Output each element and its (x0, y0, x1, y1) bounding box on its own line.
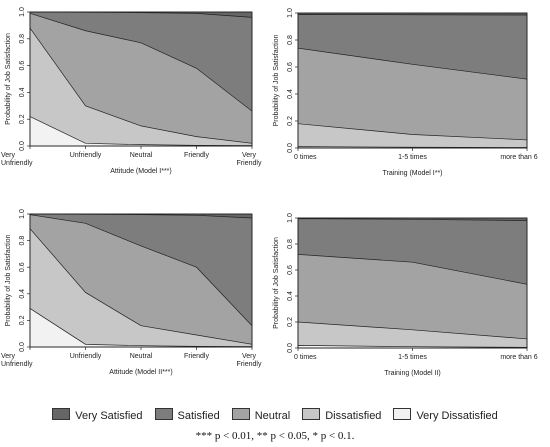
x-tick-label: Neutral (130, 353, 153, 360)
x-axis-label: Attitude (Model II***) (109, 369, 172, 376)
chart-panel-2: 0.0 0.2 0.4 0.6 0.8 1.0 0 times 1-5 times more t… (273, 8, 538, 177)
significance-footnote: *** p < 0.01, ** p < 0.05, * p < 0.1. (195, 430, 355, 442)
chart-panel-1: 0.0 0.2 0.4 0.6 0.8 1.0 Very Unfriendly Unfriend… (1, 7, 262, 175)
y-tick-label: 0.0 (287, 143, 294, 153)
legend-item-satisfied: Satisfied (154, 408, 220, 422)
y-tick-label: 0.4 (287, 89, 294, 99)
y-tick-label: 0.2 (19, 114, 26, 124)
x-tick-label: 1-5 times (398, 354, 427, 361)
y-axis-label: Probability of Job Satisfaction (273, 34, 280, 126)
legend-swatch (393, 408, 412, 420)
y-tick-label: 0.4 (19, 87, 26, 97)
x-tick-label: Unfriendly (70, 353, 102, 360)
legend-label: Very Dissatisfied (416, 410, 498, 422)
y-tick-label: 0.6 (19, 262, 26, 272)
y-tick-label: 0.8 (19, 236, 26, 246)
x-tick-label: Very Unfriendly (1, 353, 33, 368)
y-tick-label: 0.0 (19, 141, 26, 151)
x-tick-label: 0 times (294, 154, 317, 161)
y-tick-label: 0.0 (287, 343, 294, 353)
x-axis-label: Attitude (Model I***) (110, 168, 171, 175)
legend-swatch (154, 408, 173, 420)
x-tick-label: more than 6 (500, 154, 537, 161)
y-tick-label: 0.2 (287, 317, 294, 327)
x-tick-label: Friendly (184, 152, 209, 159)
x-axis-label: Training (Model II) (384, 370, 441, 377)
y-tick-label: 0.6 (287, 265, 294, 275)
legend-item-very-dissatisfied: Very Dissatisfied (393, 408, 498, 422)
legend-item-dissatisfied: Dissatisfied (302, 408, 381, 422)
y-tick-label: 0.8 (287, 35, 294, 45)
chart-panel-4: 0.0 0.2 0.4 0.6 0.8 1.0 0 times 1-5 times more t… (273, 213, 538, 377)
x-tick-label: Very Unfriendly (1, 152, 33, 167)
legend-label: Very Satisfied (75, 410, 143, 422)
y-axis-label: Probability of Job Satisfaction (273, 237, 280, 329)
chart-panel-3: 0.0 0.2 0.4 0.6 0.8 1.0 Very Unfriendly Unfriend… (1, 209, 262, 376)
x-tick-label: Neutral (130, 152, 153, 159)
y-axis-label: Probability of Job Satisfaction (5, 234, 12, 326)
legend-item-neutral: Neutral (231, 408, 291, 422)
x-tick-label: more than 6 (500, 354, 537, 361)
legend-label: Neutral (254, 410, 291, 422)
legend: Very Satisfied Satisfied Neutral Dissatisfi… (0, 408, 550, 422)
legend-label: Satisfied (177, 410, 220, 422)
legend-item-very-satisfied: Very Satisfied (52, 408, 143, 422)
y-tick-label: 1.0 (19, 209, 26, 219)
x-tick-label: 1-5 times (398, 154, 427, 161)
y-tick-label: 1.0 (287, 8, 294, 18)
x-tick-label: Very Friendly (237, 152, 262, 167)
x-tick-label: Unfriendly (70, 152, 102, 159)
y-tick-label: 0.4 (19, 289, 26, 299)
y-tick-label: 0.8 (287, 239, 294, 249)
x-tick-label: Friendly (184, 353, 209, 360)
y-tick-label: 0.8 (19, 34, 26, 44)
legend-swatch (231, 408, 250, 420)
y-tick-label: 0.6 (287, 62, 294, 72)
y-tick-label: 0.2 (287, 116, 294, 126)
x-axis-label: Training (Model I**) (382, 170, 442, 177)
y-tick-label: 1.0 (19, 7, 26, 17)
y-tick-label: 0.0 (19, 342, 26, 352)
y-axis-label: Probability of Job Satisfaction (5, 33, 12, 125)
y-tick-label: 0.4 (287, 291, 294, 301)
y-tick-label: 0.2 (19, 315, 26, 325)
y-tick-label: 0.6 (19, 61, 26, 71)
legend-label: Dissatisfied (325, 410, 382, 422)
x-tick-label: Very Friendly (237, 353, 262, 368)
x-tick-label: 0 times (294, 354, 317, 361)
legend-swatch (52, 408, 71, 420)
legend-swatch (302, 408, 321, 420)
y-tick-label: 1.0 (287, 213, 294, 223)
